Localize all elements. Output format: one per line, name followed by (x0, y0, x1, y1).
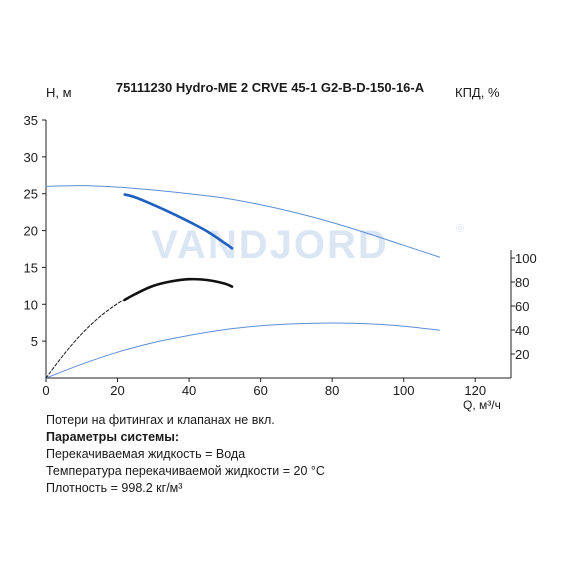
system-params-heading: Параметры системы: (46, 430, 180, 444)
y-tick-label-left: 15 (24, 260, 38, 275)
y-axis-label-right: КПД, % (455, 85, 500, 100)
axes: 0 20 40 60 80 100 120 5 10 15 20 25 30 35 20 40 60 80 100 (24, 113, 537, 398)
chart-watermark-mark: ® (456, 223, 464, 235)
chart-title: 75111230 Hydro-ME 2 CRVE 45-1 G2-B-D-150… (116, 80, 425, 95)
y-tick-label-left: 20 (24, 224, 38, 239)
note-losses: Потери на фитингах и клапанах не вкл. (46, 413, 275, 427)
y-tick-label-right: 80 (515, 275, 529, 290)
y-tick-label-right: 100 (515, 251, 537, 266)
x-tick-label: 100 (393, 383, 415, 398)
series-line-5 (123, 277, 234, 302)
y-tick-label-left: 35 (24, 113, 38, 128)
y-axis-label-left: H, м (46, 85, 72, 100)
y-tick-label-left: 5 (31, 334, 38, 349)
x-tick-label: 60 (253, 383, 267, 398)
note-density: Плотность = 998.2 кг/м³ (46, 481, 183, 495)
y-tick-label-right: 40 (515, 323, 529, 338)
y-tick-label-right: 20 (515, 347, 529, 362)
y-tick-label-left: 10 (24, 297, 38, 312)
system-notes: Потери на фитингах и клапанах не вкл. Па… (46, 412, 325, 497)
y-tick-label-right: 60 (515, 299, 529, 314)
series-line-2 (123, 193, 234, 250)
series-group (45, 185, 440, 379)
x-tick-label: 120 (464, 383, 486, 398)
series-line-3 (45, 322, 440, 379)
x-tick-label: 80 (325, 383, 339, 398)
series-line-1 (45, 185, 440, 258)
note-liquid: Перекачиваемая жидкость = Вода (46, 447, 246, 461)
x-tick-label: 40 (182, 383, 196, 398)
x-tick-label: 0 (42, 383, 49, 398)
chart-watermark: VANDJORD (151, 223, 389, 267)
x-tick-label: 20 (110, 383, 124, 398)
series-line-4 (45, 299, 126, 379)
note-temperature: Температура перекачиваемой жидкости = 20… (46, 464, 325, 478)
y-tick-label-left: 30 (24, 150, 38, 165)
y-tick-label-left: 25 (24, 187, 38, 202)
x-axis-label: Q, м³/ч (463, 398, 501, 412)
